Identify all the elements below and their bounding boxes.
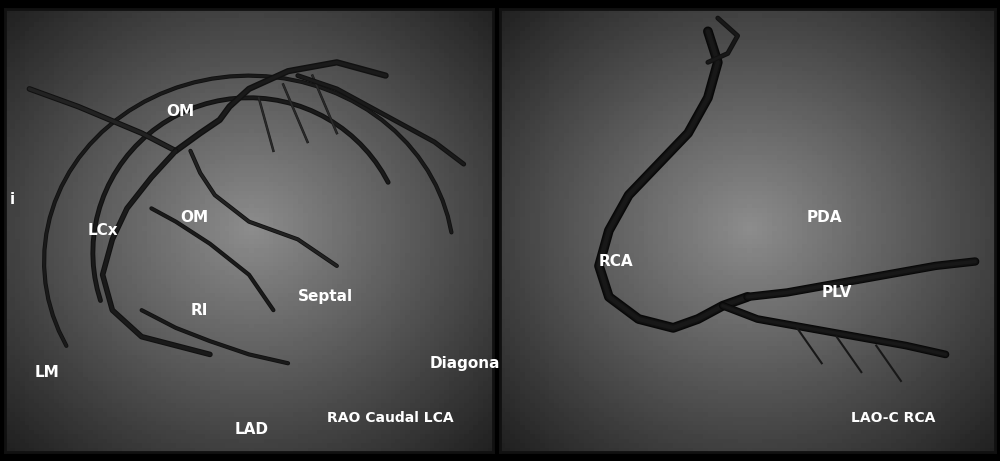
Text: LAD: LAD — [234, 422, 268, 437]
Text: LAO-C RCA: LAO-C RCA — [851, 411, 936, 425]
Text: RCA: RCA — [599, 254, 634, 269]
Text: RAO Caudal LCA: RAO Caudal LCA — [327, 411, 454, 425]
Text: Diagonal: Diagonal — [430, 356, 505, 371]
Text: PLV: PLV — [822, 285, 852, 300]
Text: LM: LM — [34, 365, 59, 379]
Text: OM: OM — [181, 210, 209, 225]
Text: i: i — [10, 192, 15, 207]
Text: OM: OM — [166, 104, 194, 118]
Text: Septal: Septal — [298, 290, 353, 304]
Text: LCx: LCx — [88, 223, 119, 238]
Text: PDA: PDA — [807, 210, 842, 225]
Text: RI: RI — [190, 303, 208, 318]
